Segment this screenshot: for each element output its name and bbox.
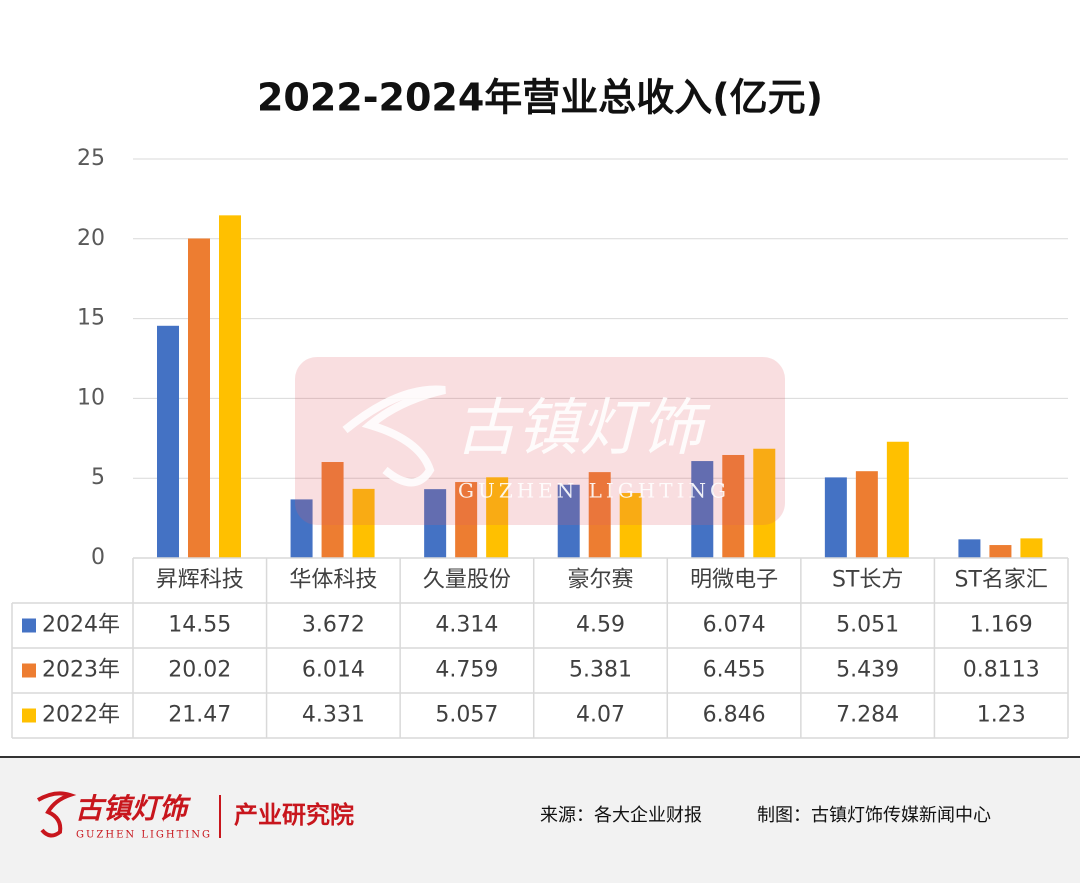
table-value: 3.672: [302, 613, 365, 638]
table-value: 6.455: [703, 658, 766, 683]
x-tick-label: 昇辉科技: [156, 568, 244, 593]
table-value: 4.314: [435, 613, 498, 638]
footer-logo-subtitle: GUZHEN LIGHTING: [76, 830, 212, 841]
table-value: 5.381: [569, 658, 632, 683]
table-value: 0.8113: [963, 658, 1040, 683]
bar: [722, 454, 745, 558]
bar: [958, 539, 981, 558]
footer-credit: 制图：古镇灯饰传媒新闻中心: [757, 805, 991, 826]
bar: [188, 238, 210, 558]
bar: [486, 477, 509, 558]
legend-swatch: [22, 708, 36, 723]
bar: [619, 493, 642, 558]
table-value: 6.846: [703, 703, 766, 728]
table-value: 14.55: [168, 613, 231, 638]
legend-label: 2024年: [42, 613, 120, 638]
table-value: 1.23: [977, 703, 1026, 728]
bar: [352, 488, 375, 558]
table-value: 5.439: [836, 658, 899, 683]
table-value: 21.47: [168, 703, 231, 728]
table-value: 6.014: [302, 658, 365, 683]
y-tick-label: 10: [77, 385, 105, 410]
table-value: 4.331: [302, 703, 365, 728]
bar: [219, 215, 241, 558]
footer-logo: 古镇灯饰: [75, 792, 192, 825]
bar: [290, 499, 313, 558]
table-value: 6.074: [703, 613, 766, 638]
bar: [855, 471, 878, 558]
table-value: 5.051: [836, 613, 899, 638]
table-value: 4.759: [435, 658, 498, 683]
legend-swatch: [22, 663, 36, 678]
bar: [989, 545, 1012, 558]
table-value: 1.169: [970, 613, 1033, 638]
y-tick-label: 15: [77, 306, 105, 331]
y-tick-label: 0: [91, 545, 105, 570]
x-tick-label: 明微电子: [690, 568, 778, 593]
bar: [455, 482, 478, 558]
y-tick-label: 25: [77, 146, 105, 171]
watermark-subtitle: GUZHEN LIGHTING: [458, 479, 730, 503]
plot-area: 0 5 10 15 20 25 昇辉科技 华体科技 久量股份 豪尔赛 明微电子 ST长方 ST名家汇 20…: [11, 146, 1069, 739]
bar: [588, 472, 611, 558]
x-tick-label: ST长方: [832, 568, 903, 593]
watermark: 古镇灯饰 GUZHEN LIGHTING: [295, 357, 785, 525]
x-tick-label: ST名家汇: [955, 568, 1048, 593]
legend-label: 2022年: [42, 703, 120, 728]
bar: [886, 441, 909, 558]
bar: [1020, 538, 1043, 558]
watermark-logo: 古镇灯饰: [455, 391, 711, 464]
watermark-icon: [342, 385, 446, 487]
bar: [691, 461, 714, 558]
bar: [321, 462, 344, 558]
footer-icon: [36, 791, 77, 838]
bar: [157, 325, 179, 558]
chart-title: 2022-2024年营业总收入(亿元): [257, 76, 823, 120]
bar: [557, 484, 580, 558]
table-value: 4.59: [576, 613, 625, 638]
x-tick-label: 久量股份: [423, 568, 511, 593]
footer-source: 来源：各大企业财报: [540, 805, 702, 826]
bar: [424, 489, 447, 558]
footer: 古镇灯饰 GUZHEN LIGHTING 产业研究院 来源：各大企业财报 制图：…: [0, 756, 1080, 883]
table-value: 5.057: [435, 703, 498, 728]
y-tick-label: 5: [91, 465, 105, 490]
footer-background: [0, 757, 1080, 883]
legend-swatch: [22, 618, 36, 633]
x-tick-label: 华体科技: [289, 568, 377, 593]
table-value: 4.07: [576, 703, 625, 728]
legend-label: 2023年: [42, 658, 120, 683]
x-tick-label: 豪尔赛: [567, 568, 633, 593]
footer-department: 产业研究院: [234, 801, 354, 829]
table-value: 7.284: [836, 703, 899, 728]
y-tick-label: 20: [77, 226, 105, 251]
bar: [824, 477, 847, 558]
bar: [753, 448, 776, 558]
table-value: 20.02: [168, 658, 231, 683]
